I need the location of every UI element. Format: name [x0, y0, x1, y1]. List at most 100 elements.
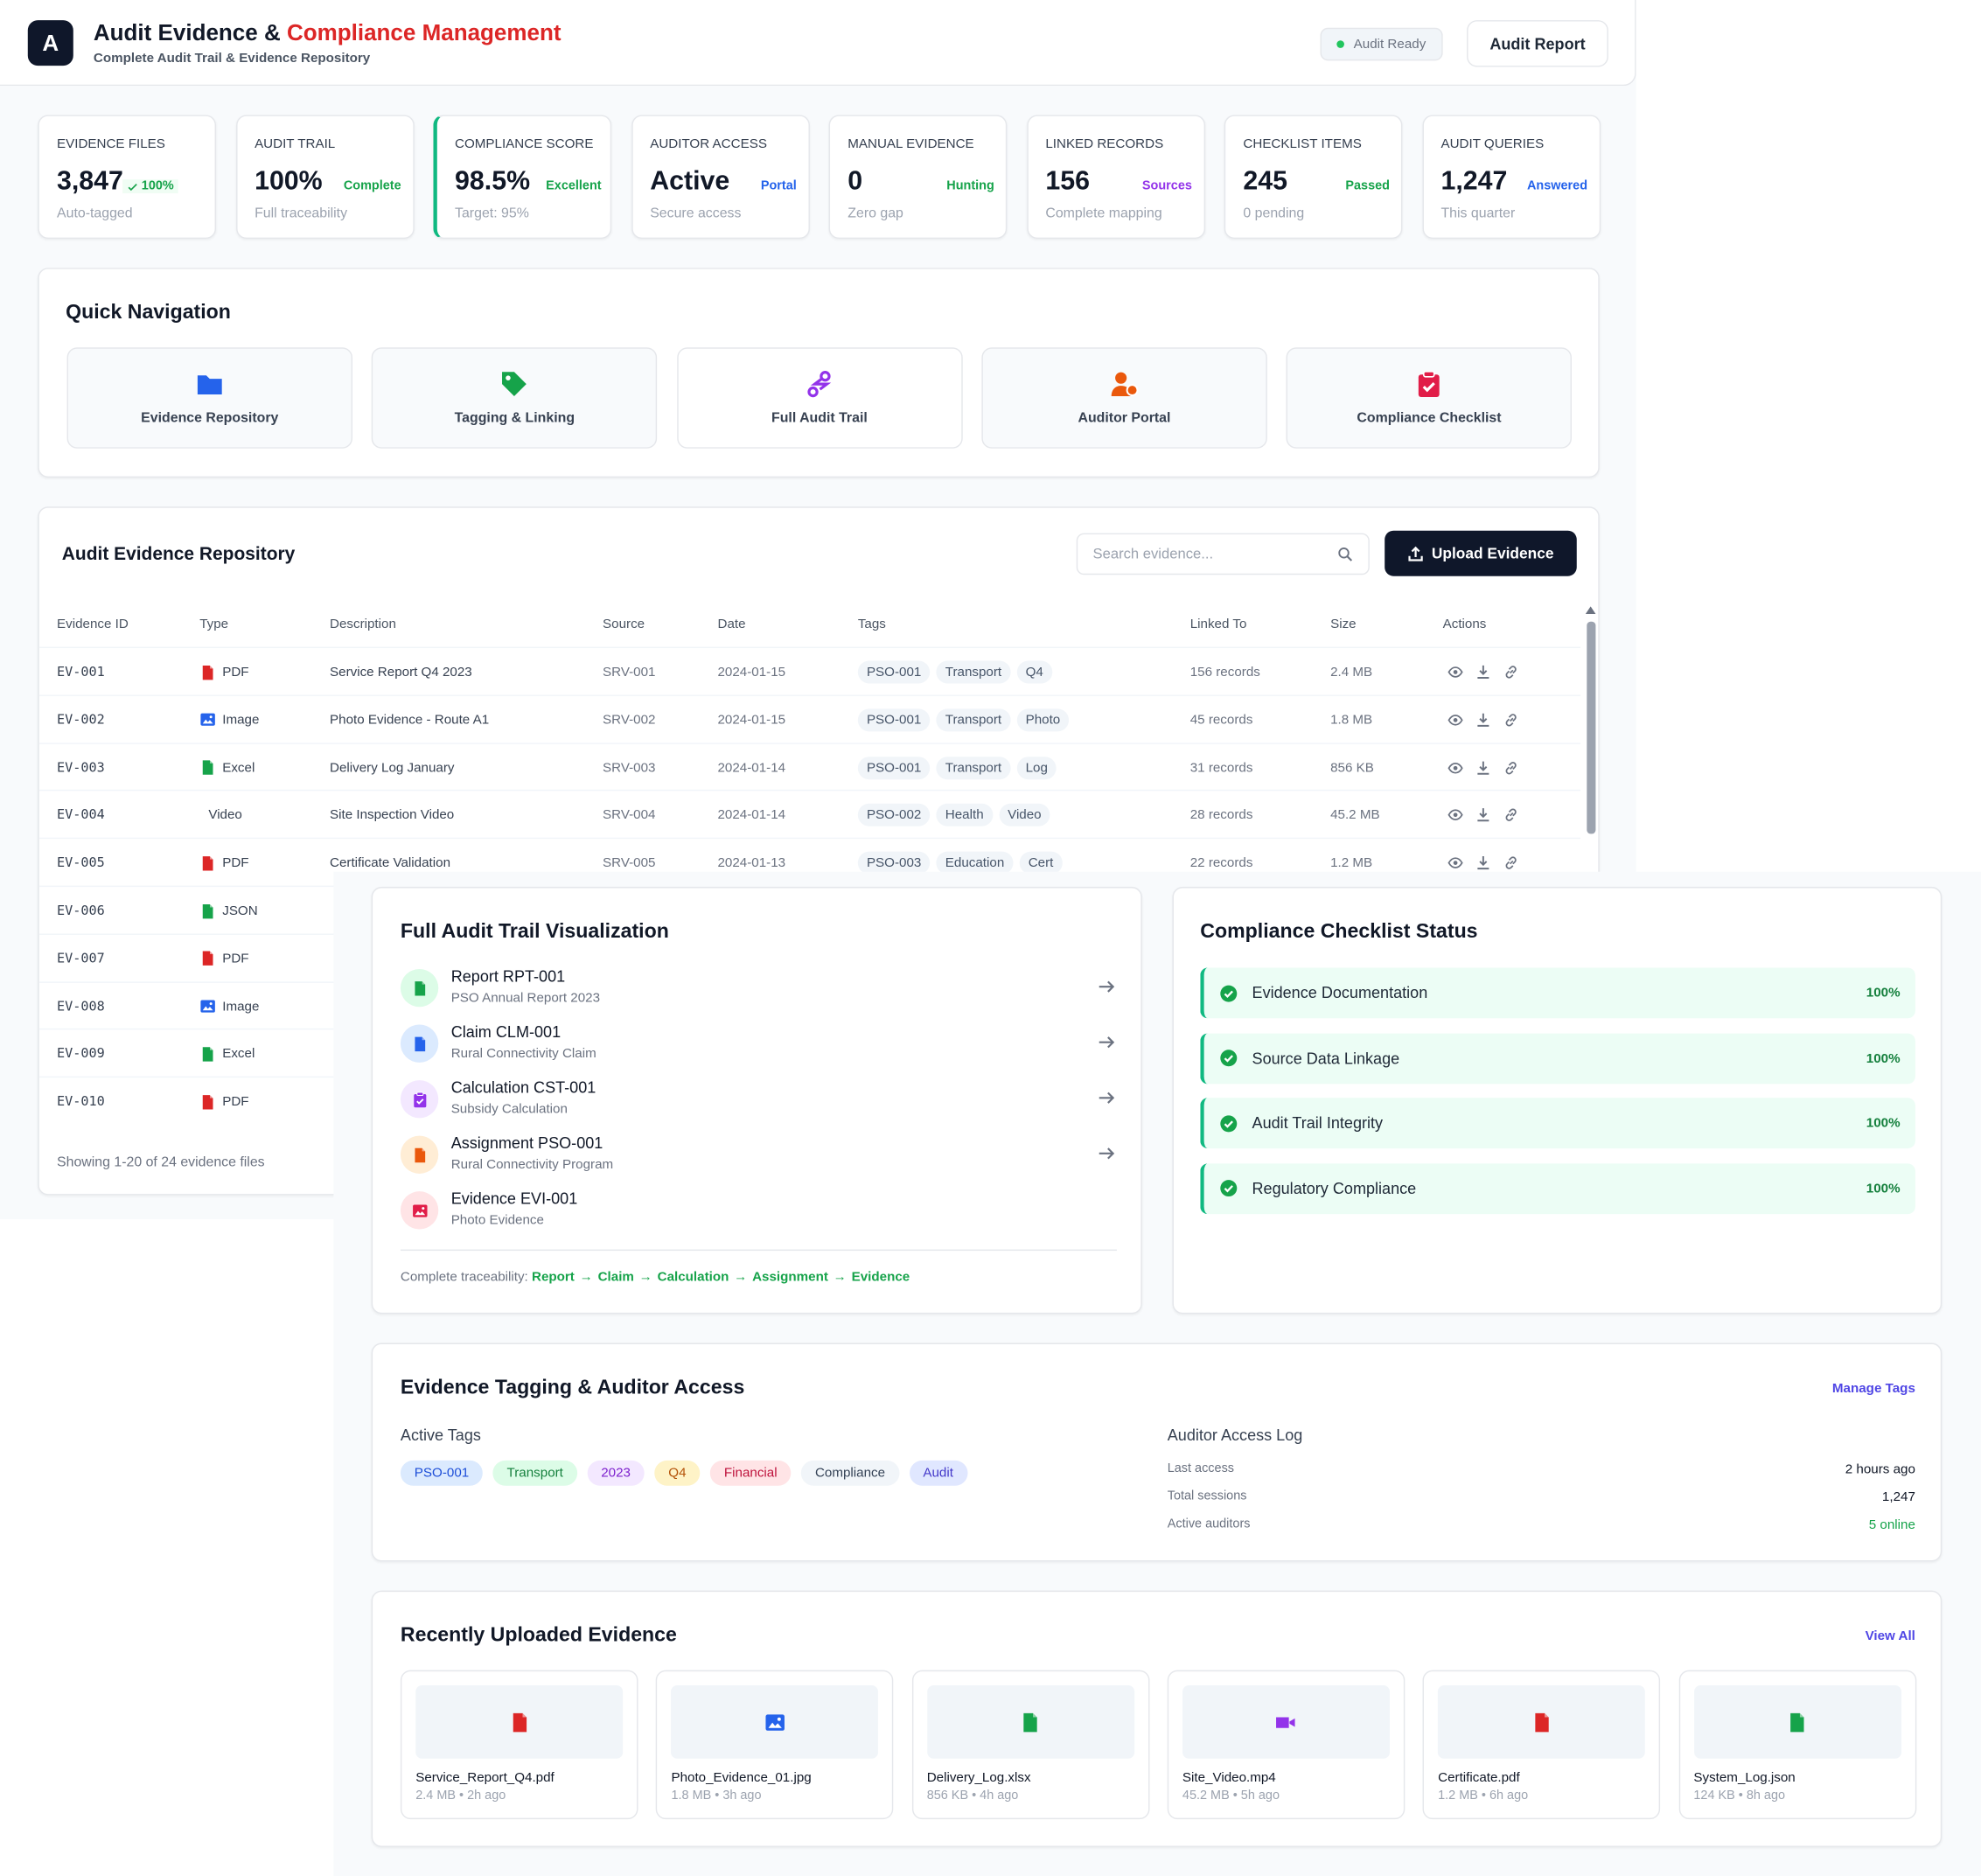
stat-badge: Excellent: [546, 179, 602, 194]
report-button[interactable]: Audit Report: [1467, 20, 1608, 67]
chain-step: Report: [531, 1269, 575, 1286]
source: SRV-001: [603, 664, 656, 680]
download-icon[interactable]: [1475, 855, 1490, 870]
eye-icon[interactable]: [1447, 665, 1463, 680]
checklist-value: 100%: [1866, 1115, 1901, 1131]
eye-icon[interactable]: [1447, 808, 1463, 823]
actions-cell: [1447, 839, 1518, 887]
description: Service Report Q4 2023: [330, 664, 472, 680]
log-label: Active auditors: [1167, 1517, 1251, 1531]
tags-cell: PSO-001 Transport Log: [857, 743, 1063, 792]
log-value: 2 hours ago: [1845, 1461, 1915, 1477]
size: 1.8 MB: [1330, 712, 1373, 728]
checklist-item: Audit Trail Integrity 100%: [1200, 1098, 1915, 1149]
evidence-id: EV-009: [57, 1046, 105, 1062]
stat-badge: Passed: [1345, 179, 1390, 194]
tag-chip: Transport: [936, 756, 1011, 779]
file-thumb: [1693, 1684, 1901, 1759]
type-cell: JSON: [199, 887, 258, 935]
chain-separator: →: [638, 1269, 652, 1286]
tag-chip: Transport: [936, 708, 1011, 732]
search-box[interactable]: Search evidence...: [1076, 533, 1370, 575]
download-icon[interactable]: [1475, 808, 1490, 823]
link-icon[interactable]: [1503, 760, 1518, 775]
column-header: Actions: [1442, 616, 1487, 632]
checklist-item: Evidence Documentation 100%: [1200, 967, 1915, 1019]
file-card[interactable]: Service_Report_Q4.pdf 2.4 MB • 2h ago: [400, 1670, 638, 1820]
status-text: Audit Ready: [1353, 36, 1426, 52]
stat-card: COMPLIANCE SCORE 98.5% Excellent Target: 95…: [433, 115, 612, 240]
link-icon[interactable]: [1503, 855, 1518, 870]
date: 2024-01-13: [717, 855, 786, 871]
nav-item[interactable]: Full Audit Trail: [676, 347, 963, 449]
file-card[interactable]: Site_Video.mp4 45.2 MB • 5h ago: [1167, 1670, 1406, 1820]
tag-icon: [502, 372, 527, 397]
actions-cell: [1447, 743, 1518, 792]
nav-item[interactable]: Compliance Checklist: [1286, 347, 1573, 449]
column-header: Tags: [857, 616, 886, 632]
active-tags-title: Active Tags: [400, 1426, 481, 1445]
file-card[interactable]: System_Log.json 124 KB • 8h ago: [1678, 1670, 1916, 1820]
stat-label: LINKED RECORDS: [1045, 136, 1164, 152]
tag-list: PSO-001 Transport 2023 Q4 Financial Complianc…: [400, 1460, 967, 1486]
doc-icon: [414, 1036, 425, 1051]
audit-trail-card: Full Audit Trail Visualization Report RPT…: [371, 887, 1142, 1315]
view-all-link[interactable]: View All: [1865, 1628, 1915, 1644]
download-icon[interactable]: [1475, 665, 1490, 680]
stat-badge-box: 100%: [122, 179, 178, 194]
doc-icon: [202, 760, 213, 775]
download-icon[interactable]: [1475, 760, 1490, 775]
checklist-value: 100%: [1866, 1180, 1901, 1196]
file-card[interactable]: Photo_Evidence_01.jpg 1.8 MB • 3h ago: [656, 1670, 894, 1820]
linked-to: 156 records: [1189, 664, 1260, 680]
manage-tags-link[interactable]: Manage Tags: [1831, 1380, 1915, 1397]
download-icon[interactable]: [1475, 712, 1490, 727]
eye-icon[interactable]: [1447, 760, 1463, 775]
stat-badge-box: Excellent: [513, 179, 601, 193]
stat-card: AUDITOR ACCESS Active Portal Secure access: [631, 115, 810, 240]
tag-chip: Video: [998, 804, 1050, 827]
ccheck-icon: [1220, 984, 1238, 1001]
file-meta: 1.2 MB • 6h ago: [1438, 1789, 1529, 1803]
file-card[interactable]: Certificate.pdf 1.2 MB • 6h ago: [1422, 1670, 1661, 1820]
nav-item[interactable]: Tagging & Linking: [372, 347, 658, 449]
title-accent: Compliance Management: [286, 20, 562, 46]
type-cell: PDF: [199, 839, 249, 887]
image-icon: [412, 1203, 427, 1217]
link-icon[interactable]: [1503, 665, 1518, 680]
stat-label: EVIDENCE FILES: [57, 136, 165, 152]
table-row: EV-002 Image Photo Evidence - Route A1 SRV-…: [38, 694, 1581, 743]
stat-note: 0 pending: [1243, 206, 1305, 221]
tag-chip: Cert: [1019, 851, 1063, 875]
eye-icon[interactable]: [1447, 855, 1463, 870]
trail-icon-bg: [400, 1024, 439, 1063]
link-icon[interactable]: [1503, 808, 1518, 823]
chain-step: Assignment: [752, 1269, 828, 1286]
tag-chip: PSO-001: [857, 708, 931, 732]
column-header: Source: [603, 616, 645, 632]
stat-note: Secure access: [650, 206, 742, 221]
evidence-id: EV-003: [57, 760, 105, 776]
checklist-title: Compliance Checklist Status: [1200, 921, 1478, 943]
nav-item[interactable]: Auditor Portal: [981, 347, 1267, 449]
column-header: Size: [1330, 616, 1357, 632]
eye-icon[interactable]: [1447, 712, 1463, 727]
type-label: Video: [208, 807, 242, 823]
video-icon: [1276, 1716, 1296, 1728]
stat-value: Active: [650, 166, 730, 196]
link-icon[interactable]: [1503, 712, 1518, 727]
nav-item[interactable]: Evidence Repository: [66, 347, 353, 449]
type-cell: Image: [199, 982, 259, 1030]
tags-cell: PSO-001 Transport Q4: [857, 648, 1058, 696]
tag-chip: PSO-001: [857, 756, 931, 779]
type-cell: Excel: [199, 1030, 255, 1078]
upload-button[interactable]: Upload Evidence: [1385, 530, 1577, 576]
stat-value: 3,847: [57, 166, 123, 196]
active-tag: Compliance: [801, 1460, 899, 1486]
checklist-value: 100%: [1866, 1050, 1901, 1066]
trail-icon-bg: [400, 1080, 439, 1119]
chain-separator: →: [734, 1269, 748, 1286]
file-card[interactable]: Delivery_Log.xlsx 856 KB • 4h ago: [911, 1670, 1149, 1820]
actions-cell: [1447, 792, 1518, 840]
type-label: Excel: [222, 1046, 255, 1062]
